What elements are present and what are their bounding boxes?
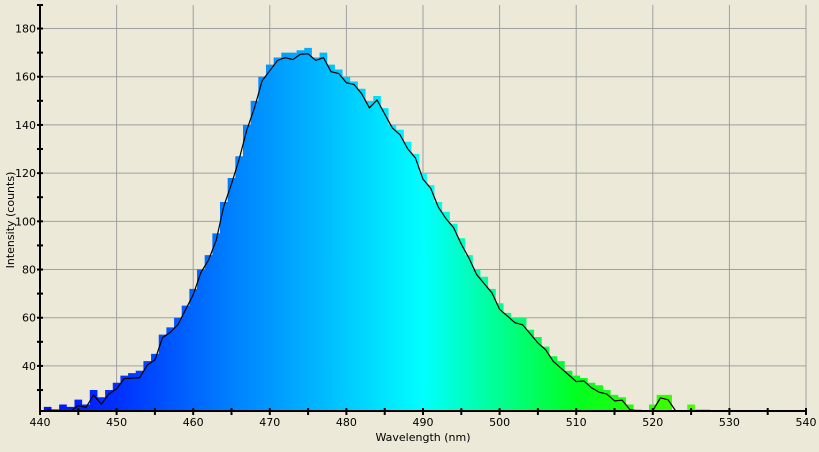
x-tick-label: 490 xyxy=(413,416,434,429)
y-tick-label: 40 xyxy=(22,360,36,373)
x-tick-label: 460 xyxy=(183,416,204,429)
x-tick-label: 500 xyxy=(489,416,510,429)
y-tick-label: 180 xyxy=(15,23,36,36)
x-tick-label: 510 xyxy=(566,416,587,429)
y-tick-label: 160 xyxy=(15,71,36,84)
y-tick-label: 140 xyxy=(15,119,36,132)
y-tick-label: 100 xyxy=(15,215,36,228)
y-tick-label: 60 xyxy=(22,312,36,325)
spectrum-fill xyxy=(43,47,711,412)
y-tick-label: 120 xyxy=(15,167,36,180)
x-tick-label: 440 xyxy=(30,416,51,429)
x-tick-label: 470 xyxy=(259,416,280,429)
x-tick-label: 530 xyxy=(719,416,740,429)
x-tick-label: 540 xyxy=(796,416,817,429)
x-tick-label: 450 xyxy=(106,416,127,429)
spectrum-line xyxy=(47,53,707,412)
y-axis-title: Intensity (counts) xyxy=(4,172,17,269)
x-tick-label: 480 xyxy=(336,416,357,429)
y-tick-label: 80 xyxy=(22,264,36,277)
y-axis-ticks: 40 60 80 100 120 140 160 180 xyxy=(15,4,43,392)
x-axis-title: Wavelength (nm) xyxy=(375,431,470,444)
spectrum-area xyxy=(43,47,711,412)
x-axis-ticks: 440 450 460 470 480 490 500 510 520 530 540 xyxy=(30,408,817,429)
spectrum-trace xyxy=(47,53,707,412)
x-tick-label: 520 xyxy=(642,416,663,429)
